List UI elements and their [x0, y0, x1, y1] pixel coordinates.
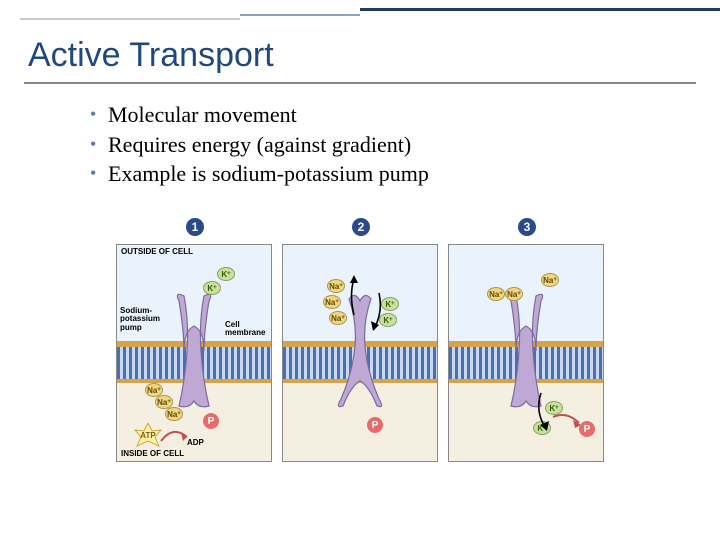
pump-diagram: 1 2 3 OUTSIDE OF CELL INSIDE OF CELL Sod… — [116, 218, 606, 468]
ion-label: Na — [543, 276, 553, 285]
bullet-item: Molecular movement — [90, 100, 429, 130]
na-ion: Na+ — [541, 273, 559, 287]
border-seg-3 — [360, 8, 720, 11]
phosphate: P — [203, 413, 219, 429]
ion-label: Na — [157, 398, 167, 407]
ion-label: Na — [507, 290, 517, 299]
arrow-p-release — [553, 413, 583, 434]
atp-icon: ATP — [131, 423, 165, 447]
arrow-k-in — [369, 291, 383, 336]
label-inside: INSIDE OF CELL — [121, 450, 184, 458]
title-underline — [24, 82, 696, 84]
label-pump: Sodium- potassium pump — [120, 307, 160, 332]
slide-top-border — [20, 0, 720, 28]
step-badge-1: 1 — [186, 218, 204, 236]
ion-label: Na — [331, 314, 341, 323]
ion-label: Na — [325, 298, 335, 307]
arrow-k-release — [535, 391, 551, 436]
ion-label: Na — [147, 386, 157, 395]
bullet-list: Molecular movement Requires energy (agai… — [90, 100, 429, 189]
label-membrane: Cell membrane — [225, 321, 265, 338]
bullet-item: Requires energy (against gradient) — [90, 130, 429, 160]
na-ion: Na+ — [327, 279, 345, 293]
ion-label: Na — [167, 410, 177, 419]
ion-label: Na — [489, 290, 499, 299]
k-ion: K+ — [381, 297, 399, 311]
panel-2: Na+ Na+ Na+ K+ K+ P — [282, 244, 438, 462]
border-seg-2 — [240, 14, 360, 16]
k-ion: K+ — [217, 267, 235, 281]
bullet-item: Example is sodium-potassium pump — [90, 159, 429, 189]
arrow-atp-adp — [161, 427, 191, 450]
step-badge-3: 3 — [518, 218, 536, 236]
slide-title: Active Transport — [28, 36, 274, 75]
ion-label: Na — [329, 282, 339, 291]
atp-text: ATP — [140, 431, 156, 440]
na-ion: Na+ — [323, 295, 341, 309]
k-ion: K+ — [203, 281, 221, 295]
pump-protein — [169, 291, 219, 411]
na-ion: Na+ — [329, 311, 347, 325]
step-badge-2: 2 — [352, 218, 370, 236]
na-ion: Na+ — [487, 287, 505, 301]
arrow-na-out — [347, 275, 361, 324]
na-ion: Na+ — [505, 287, 523, 301]
na-ion: Na+ — [165, 407, 183, 421]
phosphate: P — [367, 417, 383, 433]
panel-3: Na+ Na+ Na+ K+ K+ P — [448, 244, 604, 462]
panel-1: OUTSIDE OF CELL INSIDE OF CELL Sodium- p… — [116, 244, 272, 462]
border-seg-1 — [20, 18, 240, 20]
label-outside: OUTSIDE OF CELL — [121, 248, 193, 256]
